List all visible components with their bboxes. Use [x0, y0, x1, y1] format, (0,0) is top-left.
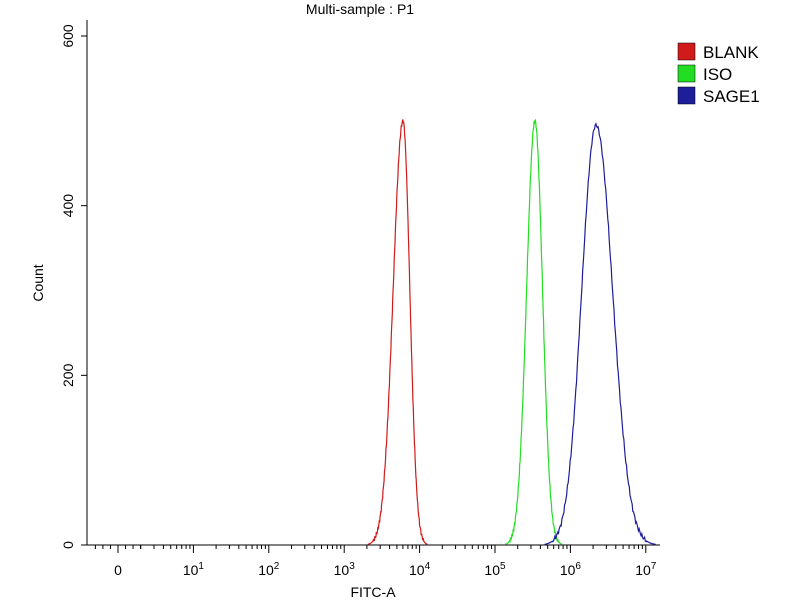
- legend-swatch-sage1: [677, 86, 696, 105]
- x-axis-label: FITC-A: [350, 584, 396, 600]
- series-group: [367, 118, 656, 545]
- legend-swatch-iso: [677, 64, 696, 83]
- plot-frame: [86, 20, 660, 546]
- x-tick-label: 107: [635, 561, 657, 578]
- x-tick-label: 105: [484, 561, 506, 578]
- legend-label-blank: BLANK: [703, 43, 759, 62]
- legend-swatch-blank: [677, 42, 696, 61]
- legend-label-iso: ISO: [703, 65, 732, 84]
- y-tick-label: 600: [60, 24, 76, 48]
- x-tick-label: 104: [409, 561, 431, 578]
- x-axis-ticks: 0 101 102 103 104 105 106 107: [94, 545, 657, 578]
- x-tick-label: 101: [183, 561, 205, 578]
- series-line-iso: [504, 118, 563, 545]
- x-tick-label: 103: [334, 561, 356, 578]
- legend: BLANK ISO SAGE1: [677, 42, 760, 106]
- series-line-blank: [367, 119, 428, 545]
- chart-title: Multi-sample : P1: [306, 1, 414, 17]
- x-tick-label: 102: [258, 561, 280, 578]
- y-tick-label: 400: [60, 194, 76, 218]
- series-line-sage1: [544, 122, 656, 545]
- y-tick-label: 200: [60, 363, 76, 387]
- legend-label-sage1: SAGE1: [703, 87, 760, 106]
- y-axis-label: Count: [30, 264, 46, 301]
- x-tick-label: 106: [560, 561, 582, 578]
- y-tick-label: 0: [60, 541, 76, 549]
- x-tick-label: 0: [114, 562, 122, 578]
- y-axis-ticks: 0 200 400 600: [60, 24, 87, 549]
